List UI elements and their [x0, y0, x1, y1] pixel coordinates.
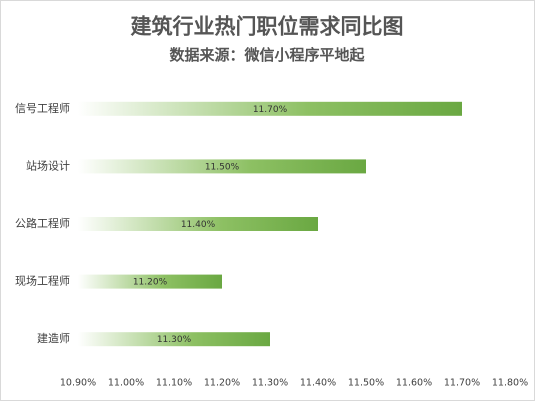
data-label: 11.70%: [253, 105, 288, 115]
x-tick-label: 11.40%: [300, 378, 336, 389]
bar: [78, 101, 462, 116]
bar: [78, 217, 318, 231]
bar: [78, 274, 222, 289]
chart-title: 建筑行业热门职位需求同比图: [131, 14, 404, 39]
x-tick-label: 11.20%: [204, 378, 240, 389]
bar: [78, 332, 270, 347]
y-tick-label: 公路工程师: [15, 217, 70, 230]
x-tick-label: 11.70%: [444, 378, 480, 389]
y-tick-label: 站场设计: [26, 158, 70, 172]
x-tick-label: 11.00%: [108, 378, 144, 389]
x-tick-label: 11.10%: [156, 378, 192, 389]
chart-subtitle: 数据来源：微信小程序平地起: [169, 46, 365, 64]
x-tick-label: 11.50%: [348, 378, 384, 389]
y-tick-label: 现场工程师: [15, 274, 70, 288]
data-label: 11.30%: [157, 335, 192, 345]
x-tick-label: 11.60%: [396, 378, 432, 389]
x-tick-label: 10.90%: [60, 378, 96, 389]
data-label: 11.20%: [133, 278, 168, 288]
data-label: 11.50%: [205, 162, 240, 172]
bar: [78, 159, 366, 174]
y-tick-label: 建造师: [37, 331, 70, 345]
x-tick-label: 11.30%: [252, 378, 288, 389]
y-tick-label: 信号工程师: [15, 102, 70, 115]
x-tick-label: 11.80%: [492, 378, 528, 389]
data-label: 11.40%: [181, 220, 216, 230]
